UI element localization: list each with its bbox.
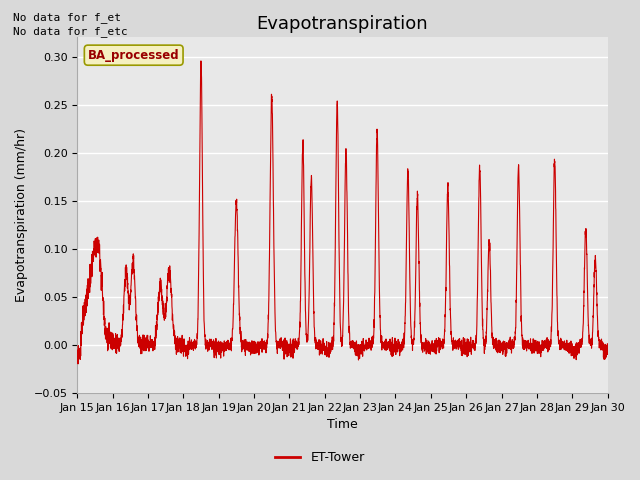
Text: No data for f_etc: No data for f_etc (13, 26, 127, 37)
Y-axis label: Evapotranspiration (mm/hr): Evapotranspiration (mm/hr) (15, 128, 28, 302)
X-axis label: Time: Time (327, 419, 358, 432)
Title: Evapotranspiration: Evapotranspiration (257, 15, 428, 33)
Legend: ET-Tower: ET-Tower (270, 446, 370, 469)
Text: BA_processed: BA_processed (88, 48, 179, 62)
Text: No data for f_et: No data for f_et (13, 12, 121, 23)
